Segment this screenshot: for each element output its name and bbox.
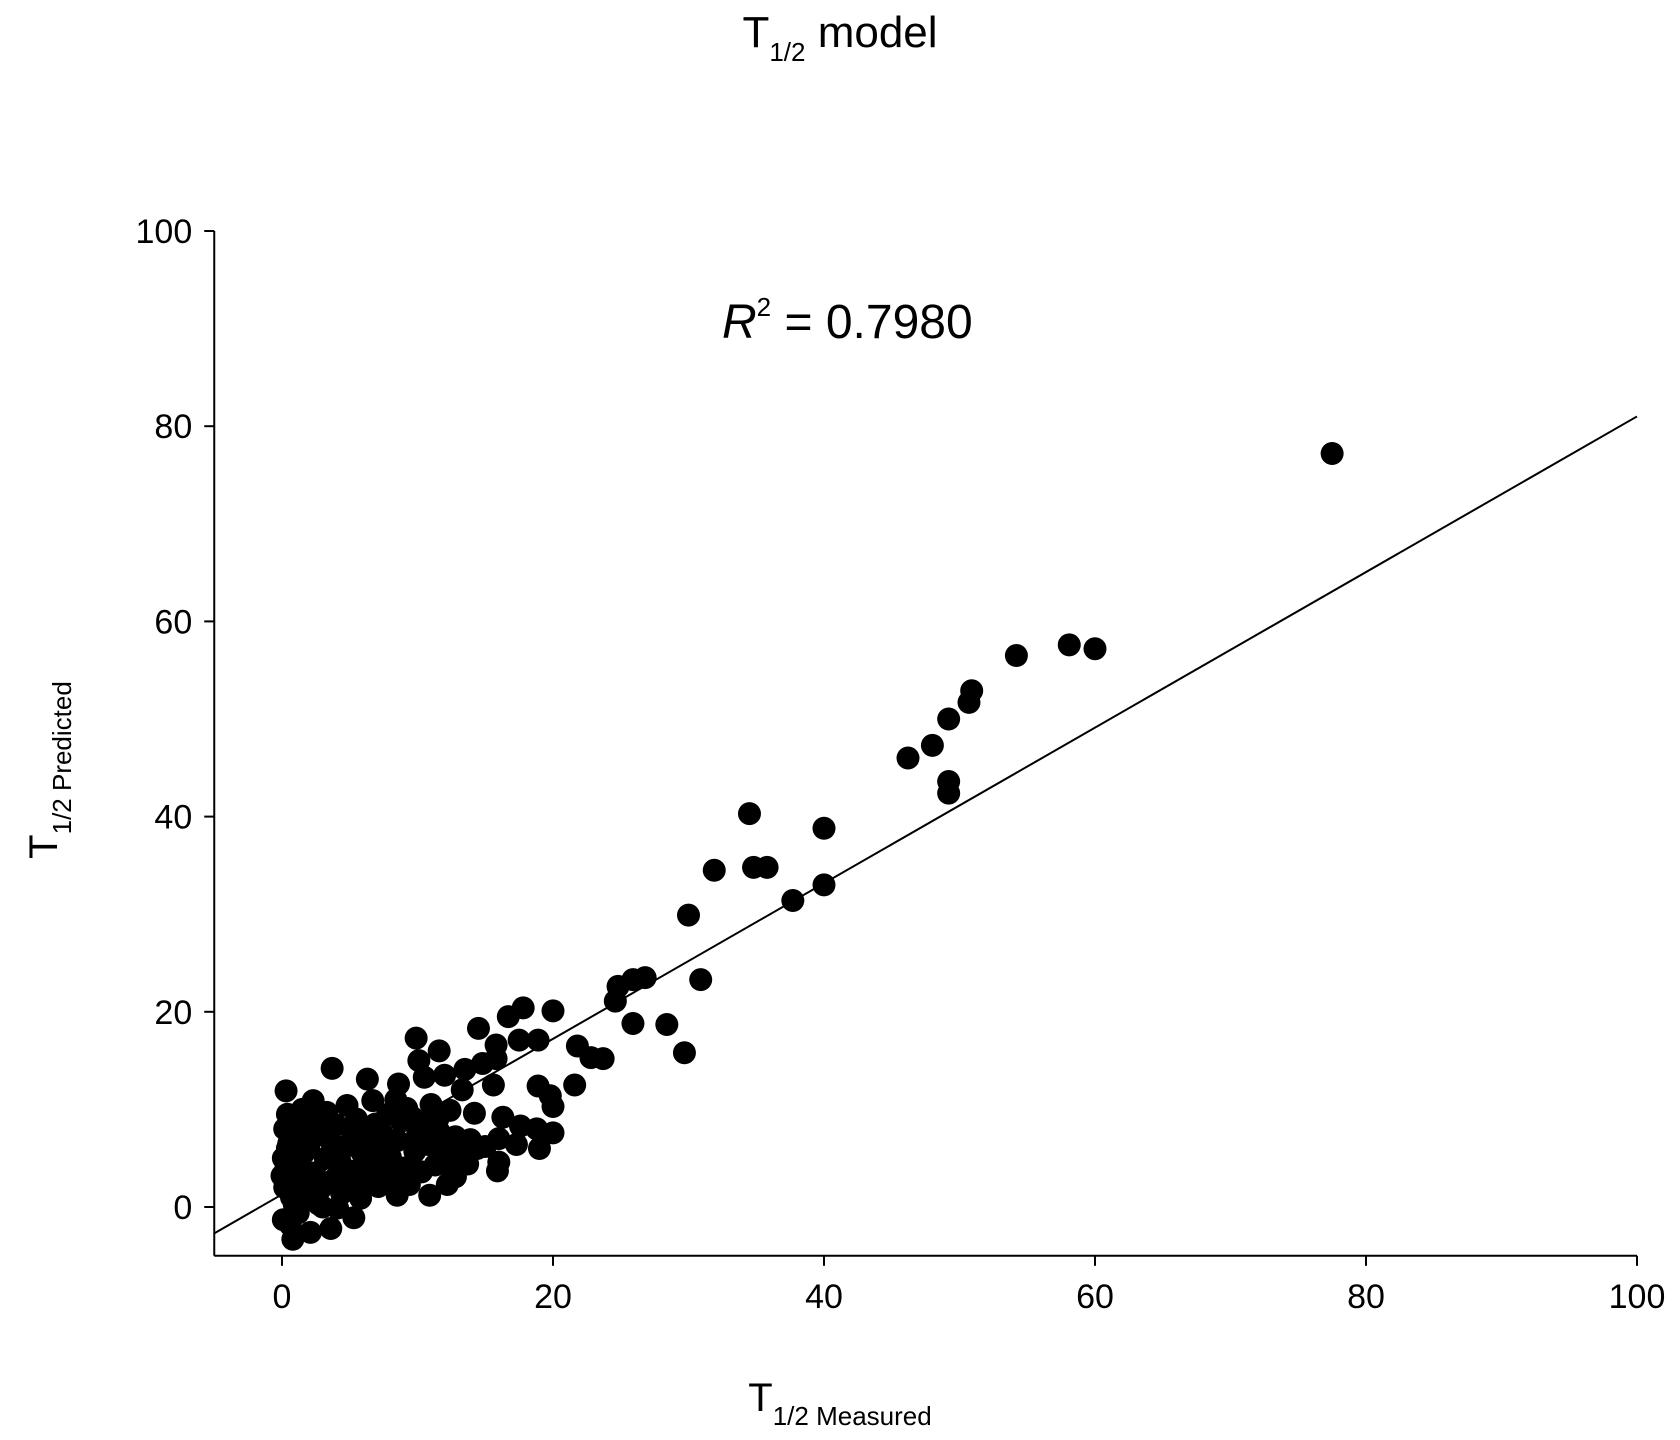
data-point xyxy=(330,1181,354,1205)
r-value: = 0.7980 xyxy=(771,296,973,349)
y-tick-label: 60 xyxy=(154,603,192,641)
data-point xyxy=(937,781,961,805)
data-point xyxy=(404,1026,428,1050)
data-point xyxy=(702,858,726,882)
data-point xyxy=(450,1078,474,1102)
data-point xyxy=(466,1016,490,1040)
data-point xyxy=(655,1012,679,1036)
x-tick-label: 60 xyxy=(1076,1278,1114,1316)
title-rest: model xyxy=(805,8,938,57)
data-point xyxy=(1057,633,1081,657)
data-point xyxy=(781,889,805,913)
data-point xyxy=(496,1005,520,1029)
data-point xyxy=(275,1136,299,1160)
chart-title: T1/2 model xyxy=(0,8,1680,68)
data-point xyxy=(541,999,565,1023)
data-point xyxy=(957,690,981,714)
x-tick-label: 80 xyxy=(1347,1278,1385,1316)
data-point xyxy=(274,1079,298,1103)
x-label-main: T xyxy=(748,1376,773,1420)
data-point xyxy=(677,903,700,927)
data-point xyxy=(591,1047,615,1071)
r-squared-annotation: R2 = 0.7980 xyxy=(722,292,973,350)
data-point xyxy=(896,746,920,770)
data-point xyxy=(755,855,779,879)
data-point xyxy=(361,1089,385,1113)
x-tick-label: 0 xyxy=(273,1278,292,1316)
data-point xyxy=(412,1065,436,1089)
data-point xyxy=(481,1073,505,1097)
title-subscript: 1/2 xyxy=(769,37,806,67)
r-superscript: 2 xyxy=(756,292,772,322)
data-point xyxy=(541,1121,565,1145)
regression-line xyxy=(213,415,1638,1235)
data-point xyxy=(672,1041,696,1065)
x-axis-label: T1/2 Measured xyxy=(0,1376,1680,1432)
data-point xyxy=(395,1096,419,1120)
data-point xyxy=(290,1097,314,1121)
data-point xyxy=(363,1112,387,1136)
x-tick-label: 100 xyxy=(1609,1278,1666,1316)
data-point xyxy=(426,1107,450,1131)
data-point xyxy=(484,1047,508,1071)
data-point xyxy=(311,1195,335,1219)
data-point xyxy=(305,1117,329,1141)
y-tick-label: 40 xyxy=(154,799,192,837)
data-point xyxy=(433,1063,457,1087)
data-point xyxy=(418,1183,442,1207)
data-point xyxy=(270,1164,294,1188)
y-axis-label: T1/2 Predicted xyxy=(22,470,78,1070)
data-point xyxy=(355,1067,379,1091)
data-point xyxy=(485,1159,509,1183)
x-tick-label: 20 xyxy=(534,1278,572,1316)
data-point xyxy=(406,1123,429,1147)
y-tick-label: 100 xyxy=(136,213,193,251)
y-tick-label: 0 xyxy=(173,1189,192,1227)
data-point xyxy=(541,1094,565,1118)
data-point xyxy=(526,1028,550,1052)
r-symbol: R xyxy=(722,296,757,349)
data-point xyxy=(920,733,944,757)
data-point xyxy=(507,1028,531,1052)
data-point xyxy=(491,1105,515,1129)
x-label-subscript: 1/2 Measured xyxy=(772,1401,932,1431)
data-point xyxy=(812,873,836,897)
data-point xyxy=(563,1073,587,1097)
data-point xyxy=(621,1012,645,1036)
data-point xyxy=(320,1056,344,1080)
data-point xyxy=(812,816,836,840)
data-point xyxy=(1004,644,1028,668)
data-point xyxy=(1083,637,1107,661)
data-point xyxy=(339,1118,363,1142)
y-label-main: T xyxy=(22,834,66,859)
data-point xyxy=(385,1129,409,1153)
data-point xyxy=(288,1181,312,1205)
data-point xyxy=(320,1138,344,1162)
data-point xyxy=(453,1057,477,1081)
data-point xyxy=(603,989,627,1013)
data-point xyxy=(298,1220,322,1244)
data-point xyxy=(462,1101,486,1125)
data-point xyxy=(527,1136,551,1160)
data-point xyxy=(427,1039,451,1063)
y-tick-label: 20 xyxy=(154,994,192,1032)
data-point xyxy=(278,1213,302,1237)
y-label-subscript: 1/2 Predicted xyxy=(47,681,77,835)
data-point xyxy=(319,1216,343,1240)
x-tick-label: 40 xyxy=(805,1278,843,1316)
data-point xyxy=(689,968,713,992)
data-point xyxy=(737,802,761,826)
data-point xyxy=(465,1136,489,1160)
y-tick-label: 80 xyxy=(154,408,192,446)
data-point xyxy=(381,1164,405,1188)
data-point xyxy=(937,707,961,731)
data-point xyxy=(504,1133,528,1157)
data-point xyxy=(1320,442,1344,466)
title-main: T xyxy=(742,8,770,57)
